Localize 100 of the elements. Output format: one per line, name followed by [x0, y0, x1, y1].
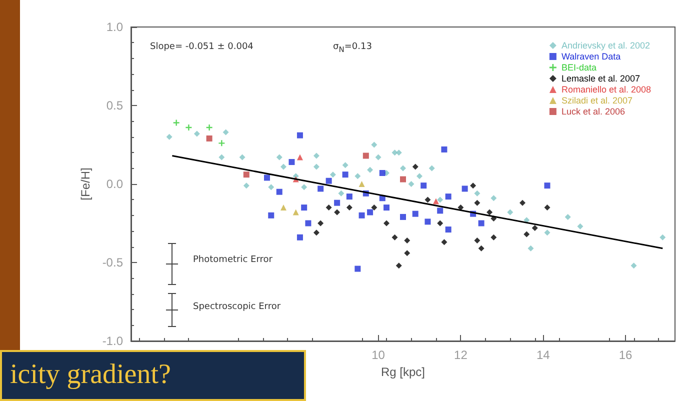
point — [432, 198, 439, 204]
point — [334, 209, 340, 216]
point — [445, 226, 452, 233]
point — [342, 162, 348, 168]
point — [490, 234, 497, 240]
point — [222, 129, 229, 136]
point — [478, 220, 484, 226]
x-axis-title: Rg [kpc] — [380, 364, 426, 379]
annotation: σ$_{N}$=0.13 — [333, 42, 372, 54]
point — [334, 200, 340, 206]
point — [577, 223, 584, 230]
point — [358, 212, 365, 218]
point — [276, 188, 282, 195]
point — [428, 165, 435, 172]
point — [474, 200, 480, 206]
legend-label: Walraven Data — [561, 52, 621, 62]
point — [268, 184, 274, 190]
point — [301, 204, 308, 211]
point — [478, 245, 484, 252]
point — [524, 231, 530, 238]
point — [424, 218, 431, 225]
point — [384, 204, 390, 211]
y-tick-label: 0.0 — [106, 177, 124, 191]
point — [338, 190, 344, 196]
legend-label: BEI-data — [561, 62, 596, 72]
point — [474, 190, 480, 196]
point — [342, 172, 348, 178]
point — [186, 124, 192, 130]
point — [412, 164, 418, 170]
point — [346, 194, 352, 200]
point — [404, 238, 410, 244]
legend-label: Sziladi et al. 2007 — [561, 96, 632, 106]
point — [239, 154, 246, 160]
text: icity gradient? — [0, 350, 306, 401]
point — [375, 154, 382, 160]
point — [358, 181, 365, 187]
x-tick-label: 16 — [618, 348, 633, 362]
point — [400, 165, 406, 172]
point — [326, 178, 332, 184]
point — [379, 170, 386, 176]
x-tick-label: 12 — [454, 348, 468, 362]
point — [404, 250, 410, 256]
point — [437, 220, 444, 226]
legend-label: Lemasle et al. 2007 — [561, 74, 640, 84]
point — [437, 208, 444, 214]
point — [544, 230, 550, 236]
point — [441, 146, 448, 152]
point — [264, 174, 270, 181]
point — [392, 234, 398, 240]
point — [396, 150, 402, 156]
point — [288, 159, 295, 166]
point — [507, 209, 514, 216]
y-tick-label: -0.5 — [102, 256, 124, 270]
legend-label: Andrievsky et al. 2002 — [561, 40, 650, 50]
point — [544, 204, 550, 211]
point — [292, 209, 299, 216]
point — [437, 196, 444, 203]
point — [441, 239, 448, 246]
point — [305, 220, 312, 226]
point — [470, 182, 476, 189]
point — [276, 154, 282, 160]
point — [194, 130, 200, 137]
point — [630, 262, 637, 269]
point — [420, 182, 427, 189]
point — [296, 154, 303, 160]
x-tick-label: 14 — [536, 348, 550, 362]
point — [412, 210, 418, 217]
point — [371, 142, 378, 148]
point — [400, 214, 406, 220]
point — [400, 176, 406, 182]
point — [326, 204, 332, 211]
point — [384, 220, 390, 226]
point — [354, 173, 361, 180]
point — [416, 173, 422, 180]
point — [296, 132, 303, 138]
legend-label: Romaniello et al. 2008 — [561, 84, 652, 94]
point — [424, 196, 431, 203]
point — [218, 154, 225, 160]
point — [660, 234, 666, 240]
point — [486, 209, 493, 216]
point — [330, 172, 336, 178]
point — [367, 166, 374, 173]
point — [367, 209, 374, 216]
point — [243, 182, 250, 189]
point — [544, 182, 550, 189]
point — [318, 186, 324, 192]
point — [218, 140, 225, 146]
y-tick-label: 0.5 — [106, 98, 124, 112]
annotation: Photometric Error — [193, 255, 272, 265]
point — [532, 224, 538, 231]
annotation: Spectroscopic Error — [193, 302, 281, 312]
point — [313, 152, 320, 159]
point — [206, 135, 212, 142]
point — [243, 172, 250, 178]
legend-label: Luck et al. 2006 — [561, 106, 625, 116]
point — [166, 134, 172, 140]
point — [490, 195, 497, 202]
point — [564, 214, 571, 220]
point — [206, 124, 212, 130]
point — [520, 200, 526, 206]
